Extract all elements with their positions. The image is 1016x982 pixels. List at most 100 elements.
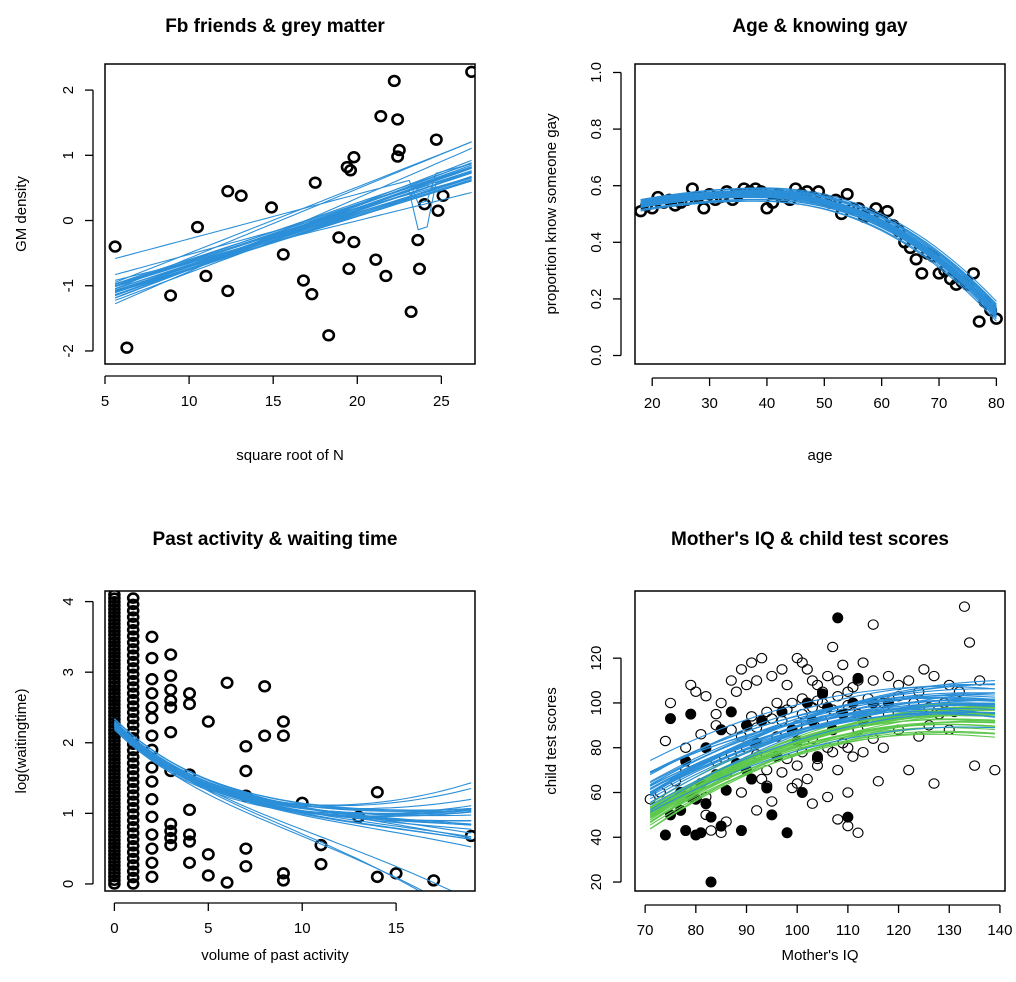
data-point	[308, 176, 322, 189]
data-point	[108, 819, 121, 832]
data-point	[126, 814, 140, 827]
fit-line-blue	[114, 727, 425, 891]
data-point	[126, 852, 140, 865]
data-point	[842, 820, 854, 832]
data-point	[108, 698, 121, 711]
data-point	[108, 658, 121, 670]
data-point	[108, 651, 121, 663]
data-point-filled	[817, 688, 829, 700]
data-point	[108, 779, 121, 791]
y-tick-label: 1	[60, 151, 77, 159]
data-point	[108, 592, 121, 604]
fit-line-blue	[114, 176, 472, 276]
x-tick-label: 10	[181, 393, 198, 410]
x-axis: 0 5 10 15	[110, 902, 404, 937]
y-tick-label: 4	[60, 597, 77, 605]
fit-line-blue	[649, 726, 995, 813]
fit-line-green	[649, 713, 995, 816]
data-point	[314, 838, 328, 852]
data-point	[108, 753, 121, 766]
data-point	[145, 828, 159, 841]
y-axis-label: GM density	[13, 176, 30, 252]
fit-line-blue	[114, 718, 472, 834]
data-point	[108, 757, 121, 769]
data-point	[108, 621, 121, 634]
plot-area	[644, 601, 1001, 888]
data-point	[126, 643, 140, 655]
data-point	[126, 687, 140, 700]
data-point-filled	[680, 825, 692, 837]
data-point	[108, 647, 121, 659]
fit-line-blue	[114, 722, 472, 817]
data-point	[108, 680, 121, 692]
data-point	[108, 591, 121, 601]
data-point	[766, 796, 778, 807]
data-point	[943, 724, 955, 736]
data-point	[221, 184, 235, 198]
data-point	[164, 683, 178, 697]
data-point	[126, 757, 140, 770]
data-point	[108, 683, 121, 696]
data-point	[305, 288, 319, 301]
data-point	[108, 790, 121, 802]
fit-line-blue	[640, 193, 997, 315]
data-point-filled	[842, 811, 854, 823]
data-point	[756, 652, 768, 664]
y-tick-label: -2	[60, 344, 77, 357]
fit-line-blue	[640, 192, 997, 308]
panel-age-gay: Age & knowing gay 20 30 40 50 60 70 80 0.00.20…	[543, 16, 1006, 464]
fit-line-blue	[640, 192, 997, 311]
x-tick-label: 10	[294, 920, 311, 937]
data-point	[837, 659, 849, 671]
y-tick-label: 0.0	[588, 345, 605, 366]
data-point	[918, 664, 930, 675]
data-point	[126, 789, 140, 801]
data-point	[108, 691, 121, 703]
data-point	[126, 630, 140, 642]
data-point	[126, 878, 140, 890]
y-tick-label: 0.8	[588, 119, 605, 140]
data-point	[145, 729, 159, 742]
panel-past-activity: Past activity & waiting time 0 5 10 15 0 1 2 3…	[13, 529, 476, 964]
data-point	[108, 629, 121, 641]
data-point	[966, 267, 980, 280]
fit-line-blue	[649, 696, 995, 774]
data-point	[108, 812, 121, 824]
y-axis: -2 -1 0 1 2	[60, 86, 94, 358]
data-point	[108, 672, 121, 685]
fit-line-blue	[114, 724, 421, 891]
data-point	[751, 805, 763, 816]
data-point	[781, 679, 793, 691]
y-tick-label: 0.4	[588, 232, 605, 253]
x-tick-label: 40	[759, 395, 776, 412]
data-point	[164, 824, 178, 838]
x-axis: 5 10 15 20 25	[101, 375, 450, 410]
data-point	[832, 675, 844, 686]
data-point	[857, 657, 869, 668]
data-point	[429, 133, 443, 146]
fit-line-blue	[114, 166, 472, 285]
y-tick-label: 40	[588, 829, 605, 846]
data-point	[126, 846, 140, 858]
data-point	[801, 773, 813, 785]
data-point	[239, 860, 253, 873]
data-point	[847, 751, 859, 762]
y-tick-label: 60	[588, 784, 605, 801]
data-point	[840, 187, 854, 201]
data-point	[145, 810, 159, 824]
chart-title: Age & knowing gay	[732, 16, 908, 37]
data-point	[685, 679, 697, 691]
data-point	[392, 143, 406, 157]
y-tick-label: 120	[588, 646, 605, 671]
fit-line-green	[649, 730, 995, 819]
y-tick-label: 0	[60, 216, 77, 224]
data-point	[958, 601, 971, 612]
data-point	[108, 749, 121, 762]
data-point	[108, 848, 121, 861]
chart-title: Mother's IQ & child test scores	[671, 529, 949, 550]
x-tick-label: 130	[937, 922, 962, 939]
data-point	[776, 664, 788, 675]
data-point	[391, 150, 405, 163]
data-point	[126, 655, 140, 668]
fit-line-blue	[640, 191, 997, 310]
